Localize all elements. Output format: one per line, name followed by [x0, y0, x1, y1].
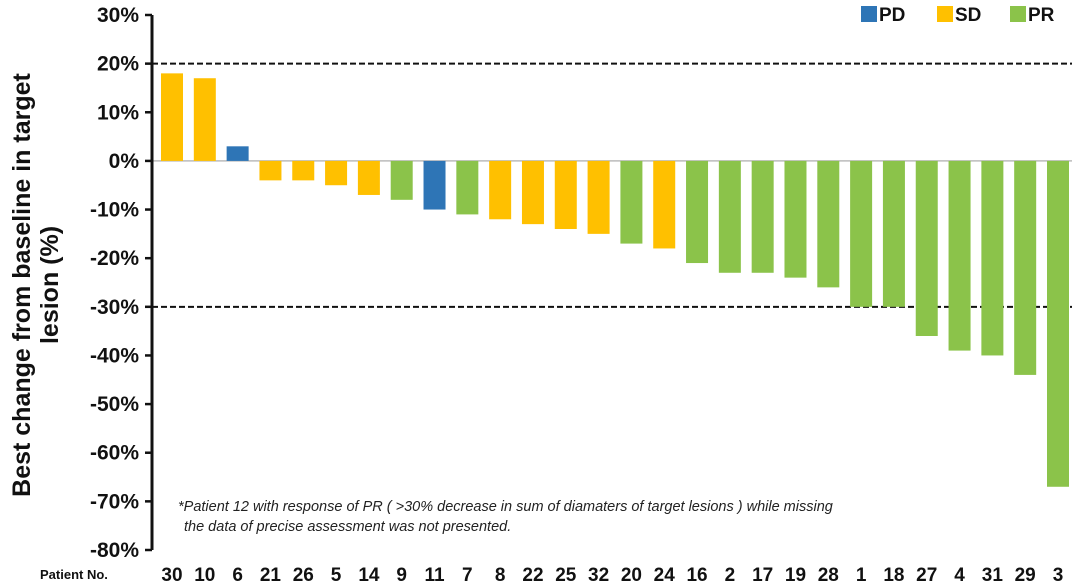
x-tick-label: 25: [555, 565, 577, 586]
bar-patient-31: [981, 160, 1004, 356]
x-tick-label: 4: [954, 565, 965, 586]
bar-patient-28: [817, 160, 840, 288]
annotation-line-1: *Patient 12 with response of PR ( >30% d…: [178, 499, 833, 515]
y-axis-label-line-2: lesion (%): [36, 226, 64, 344]
x-axis-label: Patient No.: [40, 567, 108, 582]
y-tick-label: -70%: [90, 490, 139, 513]
y-tick-label: 0%: [109, 150, 140, 173]
x-tick-label: 28: [818, 565, 839, 586]
y-tick-label: -30%: [90, 296, 139, 319]
x-tick-label: 5: [331, 565, 342, 586]
y-tick-label: -20%: [90, 247, 139, 270]
x-tick-label: 32: [588, 565, 609, 586]
bar-patient-29: [1014, 160, 1037, 375]
x-tick-label: 21: [260, 565, 282, 586]
x-tick-label: 14: [358, 565, 380, 586]
bar-patient-8: [489, 160, 512, 220]
x-tick-label: 8: [495, 565, 506, 586]
legend-swatch-pd: [861, 6, 877, 22]
x-tick-label: 17: [752, 565, 773, 586]
bar-patient-25: [554, 160, 577, 229]
x-tick-label: 22: [522, 565, 543, 586]
x-tick-label: 7: [462, 565, 473, 586]
bar-patient-20: [620, 160, 643, 244]
bar-patient-5: [325, 160, 348, 186]
x-tick-label: 2: [725, 565, 736, 586]
bar-patient-24: [653, 160, 676, 249]
bar-patient-11: [423, 160, 446, 210]
bar-patient-16: [686, 160, 709, 264]
bar-patient-1: [850, 160, 873, 307]
bar-patient-2: [718, 160, 741, 273]
y-tick-label: 30%: [97, 4, 139, 27]
bar-patient-10: [193, 78, 216, 161]
legend-swatch-pr: [1010, 6, 1026, 22]
x-tick-label: 31: [982, 565, 1004, 586]
x-tick-label: 18: [883, 565, 904, 586]
y-axis-label: Best change from baseline in target lesi…: [8, 72, 64, 496]
x-tick-label: 29: [1015, 565, 1036, 586]
y-tick-label: 10%: [97, 101, 139, 124]
annotation-line-2: the data of precise assessment was not p…: [184, 519, 511, 535]
x-tick-label: 11: [424, 565, 445, 586]
y-tick-label: -40%: [90, 344, 139, 367]
y-tick-label: -60%: [90, 442, 139, 465]
x-tick-label: 1: [856, 565, 867, 586]
x-tick-label: 10: [194, 565, 215, 586]
bar-patient-3: [1047, 160, 1069, 487]
bar-patient-17: [751, 160, 774, 273]
bar-patient-9: [390, 160, 413, 200]
bar-patient-6: [226, 146, 249, 161]
x-tick-label: 19: [785, 565, 806, 586]
bar-patient-26: [292, 160, 315, 181]
bar-patient-4: [948, 160, 971, 351]
x-tick-label: 9: [396, 565, 407, 586]
y-tick-label: 20%: [97, 53, 139, 76]
y-tick-label: -80%: [90, 539, 139, 562]
bar-patient-7: [456, 160, 479, 215]
legend-swatch-sd: [937, 6, 953, 22]
x-tick-label: 24: [654, 565, 676, 586]
x-tick-label: 26: [293, 565, 314, 586]
bar-patient-22: [521, 160, 544, 225]
bar-patient-14: [357, 160, 380, 195]
x-tick-label: 30: [161, 565, 182, 586]
x-tick-label: 27: [916, 565, 937, 586]
y-tick-label: -10%: [90, 199, 139, 222]
legend-label-sd: SD: [955, 5, 981, 26]
y-axis-label-line-1: Best change from baseline in target: [8, 72, 36, 496]
bar-patient-21: [259, 160, 282, 181]
x-tick-label: 20: [621, 565, 642, 586]
bar-patient-32: [587, 160, 610, 234]
legend-label-pd: PD: [879, 5, 905, 26]
bar-patient-27: [915, 160, 938, 336]
y-tick-label: -50%: [90, 393, 139, 416]
legend-label-pr: PR: [1028, 5, 1055, 26]
bar-patient-30: [161, 73, 183, 161]
bar-patient-18: [882, 160, 905, 307]
x-tick-label: 16: [686, 565, 707, 586]
x-tick-label: 3: [1053, 565, 1064, 586]
x-tick-label: 6: [232, 565, 243, 586]
bar-patient-19: [784, 160, 807, 278]
